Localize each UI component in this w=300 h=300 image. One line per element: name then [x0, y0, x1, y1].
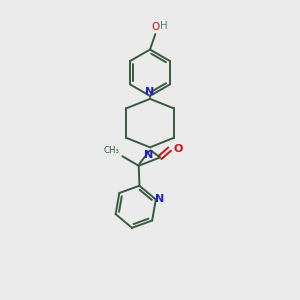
- Text: N: N: [144, 150, 153, 160]
- Text: N: N: [146, 87, 154, 97]
- Text: O: O: [174, 143, 183, 154]
- Text: N: N: [155, 194, 165, 204]
- Text: CH₃: CH₃: [104, 146, 120, 155]
- Text: H: H: [160, 21, 167, 31]
- Text: O: O: [152, 22, 160, 32]
